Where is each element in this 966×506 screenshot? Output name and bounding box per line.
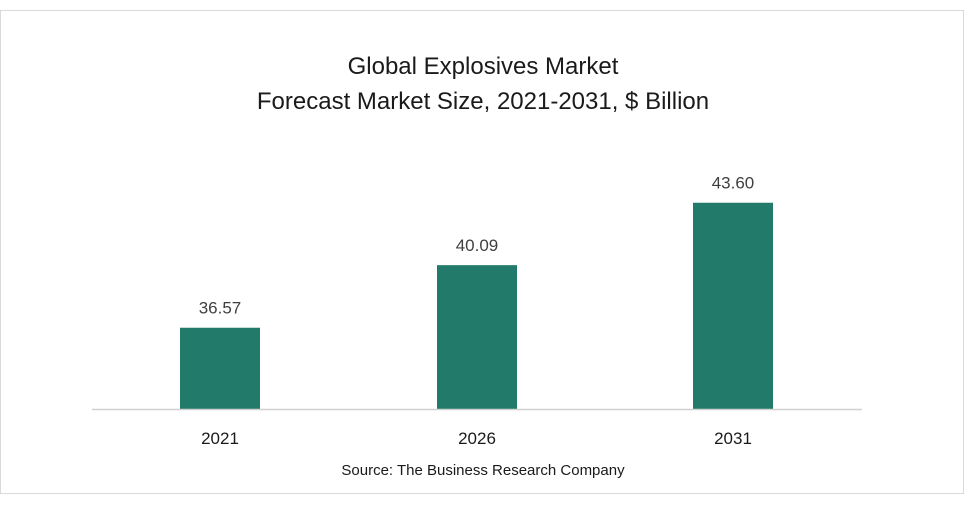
chart-title: Global Explosives Market bbox=[347, 53, 619, 80]
data-label-2026: 40.09 bbox=[456, 236, 499, 255]
data-label-2031: 43.60 bbox=[712, 174, 755, 193]
chart-frame bbox=[0, 10, 964, 494]
x-tick-labels-group: 2021 2026 2031 bbox=[201, 429, 752, 448]
x-tick-label-2031: 2031 bbox=[714, 429, 752, 448]
x-tick-label-2026: 2026 bbox=[458, 429, 496, 448]
bar-2021 bbox=[180, 327, 260, 409]
bars-group bbox=[180, 202, 773, 409]
bar-2026 bbox=[437, 265, 517, 409]
x-tick-label-2021: 2021 bbox=[201, 429, 239, 448]
chart-subtitle: Forecast Market Size, 2021-2031, $ Billi… bbox=[256, 88, 710, 115]
data-label-2021: 36.57 bbox=[199, 299, 242, 318]
source-note: Source: The Business Research Company bbox=[341, 462, 625, 479]
bar-2031 bbox=[693, 202, 773, 409]
data-labels-group: 36.57 40.09 43.60 bbox=[199, 174, 755, 318]
